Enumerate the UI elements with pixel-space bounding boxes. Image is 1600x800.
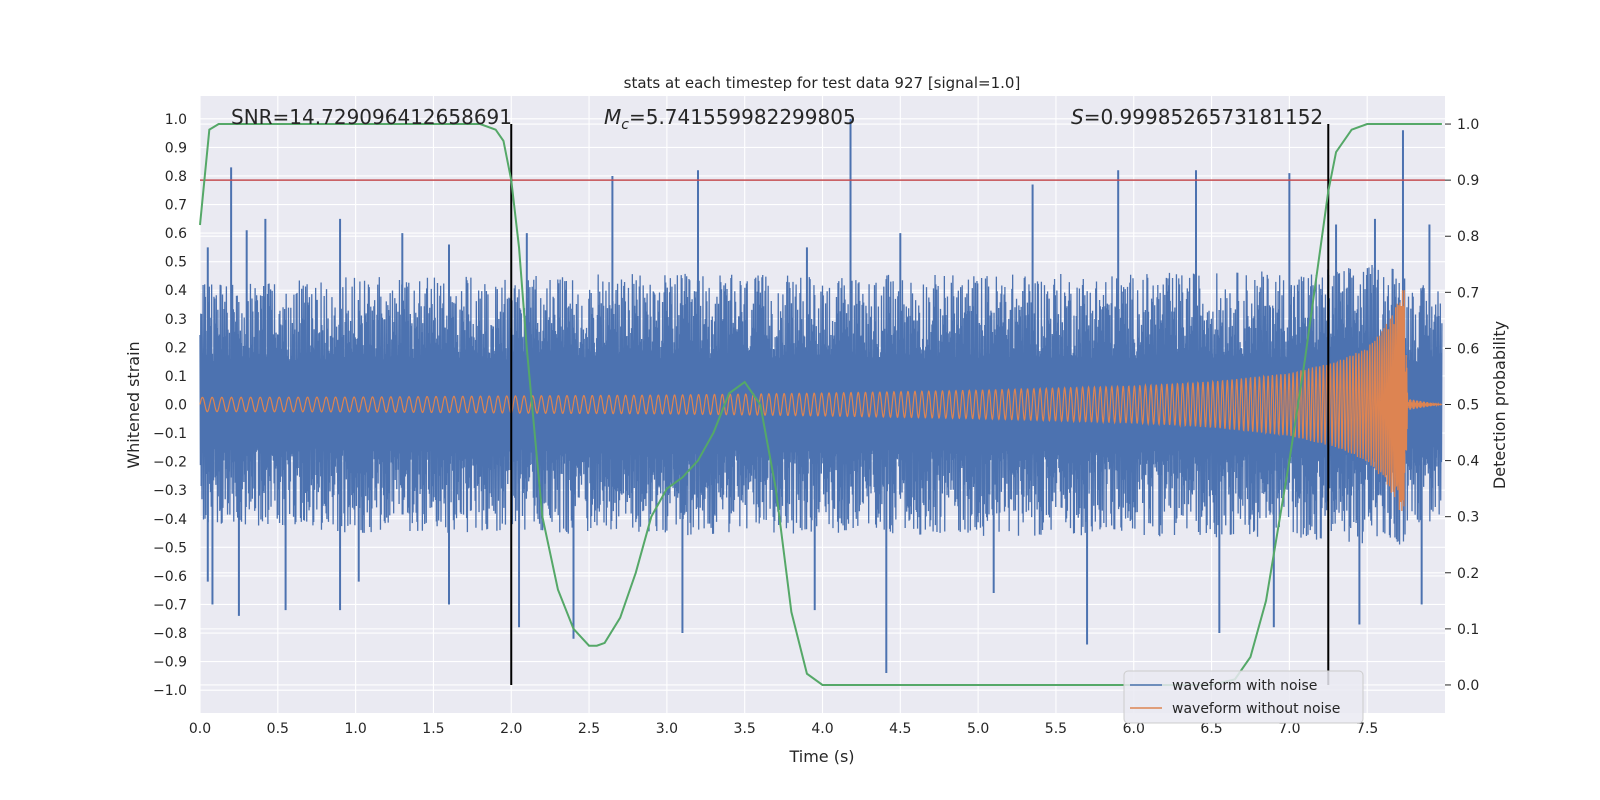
x-tick-label: 2.0 — [500, 721, 522, 737]
series-detection-probability — [199, 123, 1442, 686]
x-tick-label: 5.0 — [967, 721, 989, 737]
x-axis-label: Time (s) — [788, 747, 854, 766]
y-tick-label-right: 0.0 — [1457, 678, 1479, 694]
y-tick-label-right: 0.1 — [1457, 622, 1479, 638]
x-tick-label: 4.5 — [889, 721, 911, 737]
x-tick-label: 1.5 — [422, 721, 444, 737]
y-tick-label-left: 0.1 — [165, 369, 187, 385]
score-annotation: S=0.9998526573181152 — [1071, 105, 1323, 129]
y-axis-label-right: Detection probability — [1490, 321, 1509, 489]
y-tick-label-right: 0.9 — [1457, 173, 1479, 189]
x-tick-label: 1.0 — [344, 721, 366, 737]
x-tick-label: 5.5 — [1045, 721, 1067, 737]
y-tick-label-left: −1.0 — [153, 683, 187, 699]
y-tick-label-left: −0.3 — [153, 483, 187, 499]
series-waveform-without-noise — [199, 290, 1442, 512]
y-tick-label-right: 0.3 — [1457, 510, 1479, 526]
score-value: =0.9998526573181152 — [1084, 105, 1323, 129]
y-tick-label-right: 1.0 — [1457, 117, 1479, 133]
y-tick-label-left: 1.0 — [165, 112, 187, 128]
legend-label-clean: waveform without noise — [1172, 701, 1340, 717]
chirp-mass-annotation: Mc=5.741559982299805 — [604, 105, 856, 133]
y-tick-label-left: −0.4 — [153, 512, 187, 528]
x-tick-label: 7.0 — [1278, 721, 1300, 737]
x-tick-label: 6.0 — [1123, 721, 1145, 737]
y-tick-label-right: 0.4 — [1457, 454, 1479, 470]
chirp-mass-symbol: M — [604, 105, 621, 129]
score-symbol: S — [1071, 105, 1084, 129]
x-tick-label: 0.0 — [189, 721, 211, 737]
x-tick-label: 7.5 — [1356, 721, 1378, 737]
y-axis-label-left: Whitened strain — [124, 341, 143, 468]
overlay-lines — [200, 124, 1445, 685]
y-tick-label-left: −0.8 — [153, 626, 187, 642]
x-tick-label: 3.0 — [656, 721, 678, 737]
y-tick-label-right: 0.8 — [1457, 229, 1479, 245]
y-tick-label-right: 0.6 — [1457, 341, 1479, 357]
y-tick-label-left: −0.6 — [153, 569, 187, 585]
y-tick-label-left: −0.7 — [153, 597, 187, 613]
x-tick-label: 2.5 — [578, 721, 600, 737]
clean-waveform-trace — [199, 290, 1442, 512]
y-tick-label-left: −0.2 — [153, 455, 187, 471]
y-tick-label-left: −0.5 — [153, 540, 187, 556]
y-tick-label-right: 0.2 — [1457, 566, 1479, 582]
axis-ticks: 0.0 0.5 1.0 1.5 2.0 2.5 3.0 3.5 4.0 4.5 5.0 5.5 6.0 6… — [153, 112, 1479, 737]
x-tick-label: 3.5 — [734, 721, 756, 737]
y-tick-label-left: 0.6 — [165, 226, 187, 242]
legend-label-noise: waveform with noise — [1172, 678, 1317, 694]
chart-title: stats at each timestep for test data 927… — [624, 74, 1021, 92]
y-tick-label-left: 0.2 — [165, 340, 187, 356]
y-tick-label-left: −0.1 — [153, 426, 187, 442]
y-tick-label-right: 0.7 — [1457, 285, 1479, 301]
chirp-mass-value: =5.741559982299805 — [629, 105, 856, 129]
y-tick-label-left: 0.4 — [165, 283, 187, 299]
x-tick-label: 0.5 — [267, 721, 289, 737]
y-tick-label-left: 0.5 — [165, 255, 187, 271]
chirp-mass-subscript: c — [621, 117, 629, 133]
x-tick-label: 4.0 — [811, 721, 833, 737]
legend: waveform with noise waveform without noi… — [1123, 670, 1364, 724]
y-tick-label-left: 0.9 — [165, 140, 187, 156]
legend-box — [1123, 670, 1364, 724]
y-tick-label-left: 0.0 — [165, 398, 187, 414]
y-tick-label-left: −0.9 — [153, 655, 187, 671]
detection-probability-trace — [199, 123, 1442, 686]
snr-annotation: SNR=14.729096412658691 — [231, 105, 512, 129]
y-tick-label-left: 0.3 — [165, 312, 187, 328]
x-tick-label: 6.5 — [1200, 721, 1222, 737]
y-tick-label-right: 0.5 — [1457, 398, 1479, 414]
y-tick-label-left: 0.7 — [165, 198, 187, 214]
y-tick-label-left: 0.8 — [165, 169, 187, 185]
